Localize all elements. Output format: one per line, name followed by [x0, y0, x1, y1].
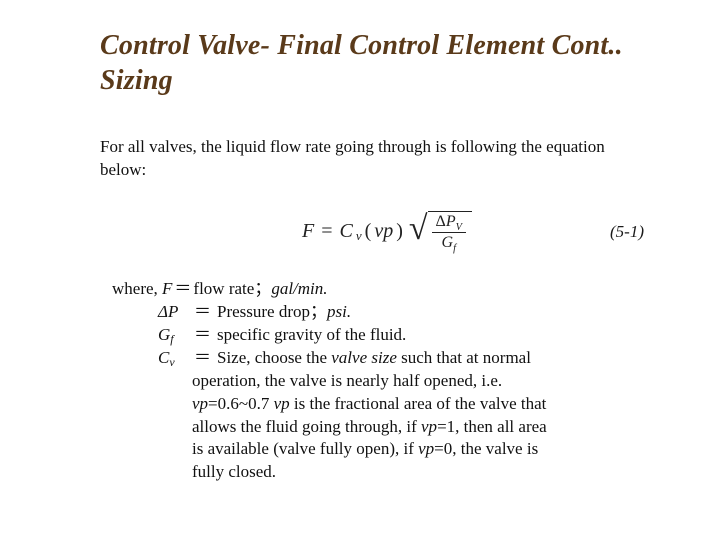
equation-row: F = Cv (vp) √ ΔPV Gf [100, 204, 650, 260]
def-Gf-row: Gf ＝ specific gravity of the fluid. [158, 324, 650, 347]
def-Cv-eq: ＝ [192, 347, 213, 370]
eq-F: F [302, 220, 314, 243]
title-line-1: Control Valve- Final Control Element Con… [100, 30, 623, 61]
def-dP-text: Pressure drop [217, 302, 310, 321]
radical-symbol: √ [409, 214, 428, 255]
def-dP-sep: ； [310, 302, 327, 321]
cv-line6: fully closed. [192, 461, 632, 484]
def-dP-row: ΔP＝ Pressure drop；psi. [158, 301, 650, 324]
sym-Gf-sub: f [170, 332, 173, 346]
def-F-sep: ； [254, 279, 271, 298]
cv-line4a: allows the fluid going through, if [192, 417, 421, 436]
def-dP-val: Pressure drop；psi. [217, 301, 650, 324]
lead-paragraph: For all valves, the liquid flow rate goi… [100, 136, 650, 182]
def-dP-eq: ＝ [192, 301, 213, 324]
fraction-denominator: Gf [438, 234, 460, 252]
sym-C: C [158, 348, 169, 367]
cv-pre: Size, choose the [217, 348, 331, 367]
def-F-text: flow rate [193, 279, 254, 298]
cv-line5: is available (valve fully open), if vp=0… [192, 438, 632, 461]
sym-Cv: Cv [158, 347, 188, 370]
sqrt-icon: √ ΔPV Gf [409, 211, 472, 252]
sym-F-letter: F [162, 279, 172, 298]
sym-Cv-sub: v [169, 355, 174, 369]
cv-vp2: vp [274, 394, 290, 413]
cv-range: =0.6~0.7 [208, 394, 274, 413]
eq-C: C [340, 220, 353, 243]
eq-paren-open: ( [365, 220, 372, 243]
def-dP-unit: psi. [327, 302, 351, 321]
equation-center: F = Cv (vp) √ ΔPV Gf [220, 211, 554, 252]
radicand: ΔPV Gf [428, 211, 472, 252]
where-block: where, F＝flow rate；gal/min. ΔP＝ Pressure… [112, 278, 650, 484]
cv-line5a: is available (valve fully open), if [192, 439, 418, 458]
eq-G-sub: f [453, 243, 456, 254]
definitions: ΔP＝ Pressure drop；psi. Gf ＝ specific gra… [158, 301, 650, 370]
sym-dP: ΔP [158, 301, 188, 324]
sym-Gf: Gf [158, 324, 188, 347]
slide: Control Valve- Final Control Element Con… [0, 0, 720, 540]
equation-number: (5-1) [554, 222, 650, 242]
cv-explanation: operation, the valve is nearly half open… [192, 370, 632, 485]
cv-eq0: =0, the valve is [434, 439, 538, 458]
def-Gf-val: specific gravity of the fluid. [217, 324, 650, 347]
eq-P: P [446, 213, 456, 230]
eq-vp: vp [374, 220, 393, 243]
cv-line3b: is the fractional area of the valve that [290, 394, 547, 413]
cv-line3: vp=0.6~0.7 vp is the fractional area of … [192, 393, 632, 416]
title-line-2: Sizing [100, 65, 173, 96]
fraction: ΔPV Gf [432, 213, 466, 251]
eq-delta: Δ [436, 213, 446, 230]
slide-title: Control Valve- Final Control Element Con… [100, 28, 650, 98]
sym-F: F [162, 279, 172, 298]
equation: F = Cv (vp) √ ΔPV Gf [302, 211, 472, 252]
fraction-numerator: ΔPV [432, 213, 466, 231]
cv-valve-size: valve size [331, 348, 397, 367]
cv-eq1: =1, then all area [437, 417, 547, 436]
def-F-unit: gal/min. [271, 279, 327, 298]
sym-P: P [168, 302, 178, 321]
where-label: where, [112, 279, 158, 298]
cv-line4: allows the fluid going through, if vp=1,… [192, 416, 632, 439]
cv-vp1: vp [192, 394, 208, 413]
def-F-eq: ＝ [172, 279, 193, 298]
eq-G: G [442, 234, 454, 251]
def-Gf-eq: ＝ [192, 324, 213, 347]
cv-post: such that at normal [397, 348, 531, 367]
eq-P-sub: V [456, 222, 462, 233]
sym-G: G [158, 325, 170, 344]
cv-line2: operation, the valve is nearly half open… [192, 370, 632, 393]
sym-delta: Δ [158, 302, 168, 321]
eq-equals: = [321, 220, 332, 243]
eq-C-sub: v [356, 228, 362, 244]
eq-paren-close: ) [396, 220, 403, 243]
def-Cv-row: Cv ＝ Size, choose the valve size such th… [158, 347, 650, 370]
def-F-val: flow rate；gal/min. [193, 279, 327, 298]
cv-vp3: vp [421, 417, 437, 436]
cv-vp4: vp [418, 439, 434, 458]
def-Cv-val1: Size, choose the valve size such that at… [217, 347, 650, 370]
